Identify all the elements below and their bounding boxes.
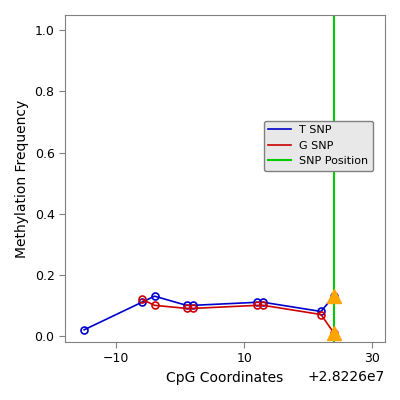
Y-axis label: Methylation Frequency: Methylation Frequency — [15, 99, 29, 258]
Legend: T SNP, G SNP, SNP Position: T SNP, G SNP, SNP Position — [264, 121, 373, 171]
X-axis label: CpG Coordinates: CpG Coordinates — [166, 371, 284, 385]
